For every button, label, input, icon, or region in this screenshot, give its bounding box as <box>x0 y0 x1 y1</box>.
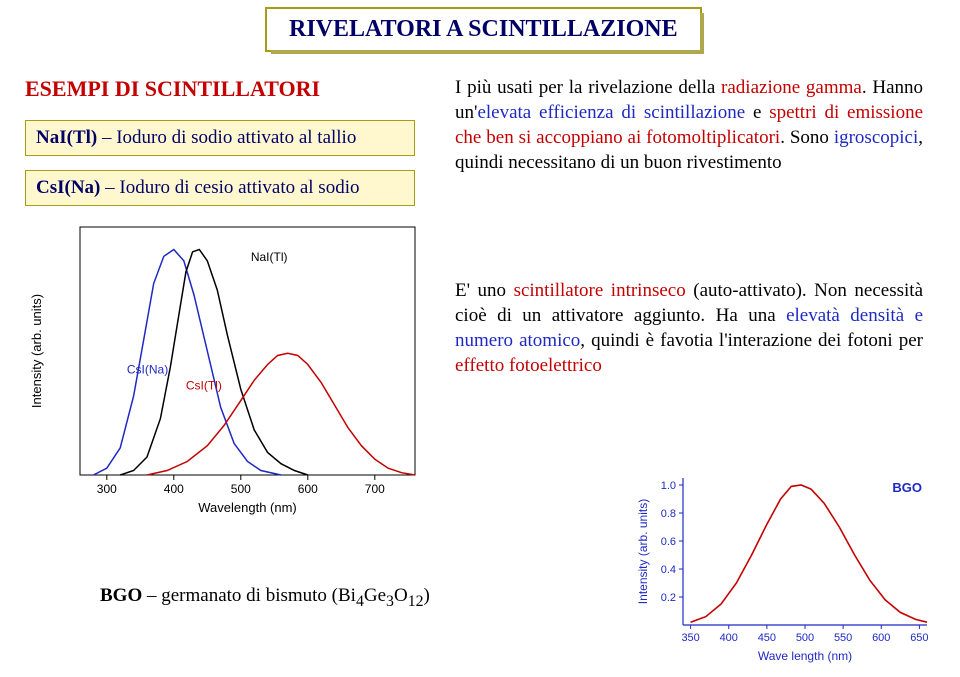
paragraph-2: E' uno scintillatore intrinseco (auto-at… <box>455 278 923 378</box>
svg-text:CsI(Na): CsI(Na) <box>127 363 168 377</box>
scintillator-box-csi: CsI(Na) – Ioduro di cesio attivato al so… <box>25 170 415 206</box>
bgo-sub2: 3 <box>386 593 394 610</box>
svg-text:550: 550 <box>834 632 852 644</box>
bgo-end: ) <box>424 585 430 606</box>
emission-spectra-svg: 300 400 500 600 700 Wavelength (nm) Intensity … <box>25 215 425 520</box>
svg-text:Intensity (arb. units): Intensity (arb. units) <box>29 294 44 408</box>
svg-text:0.2: 0.2 <box>661 592 676 604</box>
bgo-spectrum-svg: 350 400 450 500 550 600 650 0.2 0.4 0.6 0.8 1.0 Wave… <box>635 470 935 665</box>
box2-prefix: CsI(Na) <box>36 177 100 198</box>
bgo-mid: Ge <box>364 585 386 606</box>
bgo-caption-prefix: BGO <box>100 585 142 606</box>
page-title-text: RIVELATORI A SCINTILLAZIONE <box>289 16 678 42</box>
p1-t4: . Sono <box>780 127 834 148</box>
bgo-caption-rest: – germanato di bismuto (Bi <box>142 585 356 606</box>
bgo-sub3: 12 <box>408 593 424 610</box>
svg-text:0.8: 0.8 <box>661 508 676 520</box>
p2-t3: , quindi è favotia l'interazione dei fot… <box>580 330 923 351</box>
bgo-caption: BGO – germanato di bismuto (Bi4Ge3O12) <box>100 585 430 611</box>
p2-r1: scintillatore intrinseco <box>514 280 686 301</box>
svg-text:650: 650 <box>910 632 928 644</box>
svg-text:450: 450 <box>758 632 776 644</box>
box1-prefix: NaI(Tl) <box>36 127 97 148</box>
section-title: ESEMPI DI SCINTILLATORI <box>25 76 320 102</box>
bgo-mid2: O <box>394 585 408 606</box>
svg-text:500: 500 <box>796 632 814 644</box>
svg-text:500: 500 <box>231 482 251 496</box>
svg-text:600: 600 <box>872 632 890 644</box>
svg-text:CsI(Tl): CsI(Tl) <box>186 378 222 392</box>
p1-b1: elevata efficienza di scintillazione <box>477 102 745 123</box>
p1-b2: igroscopici <box>834 127 918 148</box>
svg-text:Wavelength (nm): Wavelength (nm) <box>198 500 297 515</box>
svg-text:Wave length (nm): Wave length (nm) <box>758 649 852 663</box>
svg-text:0.6: 0.6 <box>661 536 676 548</box>
p1-t3: e <box>745 102 769 123</box>
page-title: RIVELATORI A SCINTILLAZIONE <box>265 7 702 52</box>
page-title-container: RIVELATORI A SCINTILLAZIONE <box>265 7 702 52</box>
scintillator-box-nai: NaI(Tl) – Ioduro di sodio attivato al ta… <box>25 120 415 156</box>
box2-rest: – Ioduro di cesio attivato al sodio <box>100 177 359 198</box>
svg-text:300: 300 <box>97 482 117 496</box>
emission-spectra-chart: 300 400 500 600 700 Wavelength (nm) Intensity … <box>25 215 425 520</box>
bgo-sub1: 4 <box>356 593 364 610</box>
svg-text:700: 700 <box>365 482 385 496</box>
svg-text:400: 400 <box>164 482 184 496</box>
svg-text:1.0: 1.0 <box>661 480 676 492</box>
svg-text:BGO: BGO <box>892 480 922 495</box>
svg-text:0.4: 0.4 <box>661 564 676 576</box>
svg-text:Intensity (arb. units): Intensity (arb. units) <box>636 499 650 604</box>
svg-text:400: 400 <box>720 632 738 644</box>
box1-rest: – Ioduro di sodio attivato al tallio <box>97 127 356 148</box>
p2-r2: effetto fotoelettrico <box>455 355 602 376</box>
paragraph-1: I più usati per la rivelazione della rad… <box>455 75 923 175</box>
p1-t1: I più usati per la rivelazione della <box>455 77 721 98</box>
svg-text:600: 600 <box>298 482 318 496</box>
svg-text:NaI(Tl): NaI(Tl) <box>251 250 288 264</box>
svg-text:350: 350 <box>681 632 699 644</box>
p2-t1: E' uno <box>455 280 514 301</box>
p1-r1: radiazione gamma <box>721 77 862 98</box>
bgo-spectrum-chart: 350 400 450 500 550 600 650 0.2 0.4 0.6 0.8 1.0 Wave… <box>635 470 935 665</box>
